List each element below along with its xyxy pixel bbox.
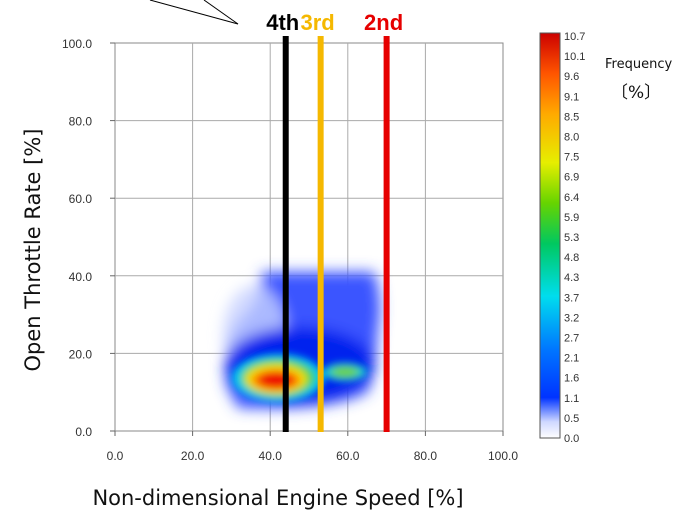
y-tick-label: 100.0 xyxy=(62,37,92,51)
x-tick-label: 20.0 xyxy=(181,449,205,463)
colorbar-tick-label: 9.6 xyxy=(564,71,579,83)
pointer-line-1 xyxy=(149,0,239,25)
y-tick-label: 40.0 xyxy=(69,270,93,284)
colorbar-tick-label: 5.9 xyxy=(564,212,579,224)
x-tick-label: 0.0 xyxy=(107,449,124,463)
colorbar-tick-label: 4.3 xyxy=(564,272,579,284)
y-tick-label: 20.0 xyxy=(69,347,93,361)
colorbar-tick-label: 10.1 xyxy=(564,51,585,63)
x-tick-label: 100.0 xyxy=(488,449,518,463)
x-tick-labels: 0.0 20.0 40.0 60.0 80.0 100.0 xyxy=(107,449,519,463)
x-tick-label: 80.0 xyxy=(414,449,438,463)
x-axis-label: Non-dimensional Engine Speed [%] xyxy=(92,486,463,510)
y-tick-label: 80.0 xyxy=(69,115,93,129)
colorbar-tick-label: 10.7 xyxy=(564,31,585,43)
gear-labels: 4th 3rd 2nd xyxy=(266,10,403,35)
colorbar-tick-label: 0.0 xyxy=(564,433,579,445)
colorbar-tick-label: 3.2 xyxy=(564,312,579,324)
colorbar-tick-label: 1.6 xyxy=(564,373,579,385)
colorbar-tick-label: 3.7 xyxy=(564,292,579,304)
y-tick-labels: 0.0 20.0 40.0 60.0 80.0 100.0 xyxy=(62,37,92,439)
colorbar xyxy=(539,32,561,439)
colorbar-tick-label: 2.7 xyxy=(564,333,579,345)
colorbar-tick-label: 9.1 xyxy=(564,91,579,103)
heat-field xyxy=(223,272,381,409)
colorbar-tick-label: 8.5 xyxy=(564,111,579,123)
y-tick-label: 0.0 xyxy=(75,425,92,439)
gear-label-2nd: 2nd xyxy=(364,10,403,35)
colorbar-title: Frequency xyxy=(605,57,672,72)
y-axis-label: Open Throttle Rate [%] xyxy=(21,129,45,372)
x-tick-label: 40.0 xyxy=(259,449,283,463)
gear-lines xyxy=(282,36,390,432)
colorbar-tick-label: 8.0 xyxy=(564,132,579,144)
colorbar-tick-label: 4.8 xyxy=(564,252,579,264)
colorbar-tick-label: 6.9 xyxy=(564,172,579,184)
colorbar-unit: 〔%〕 xyxy=(611,83,661,103)
colorbar-tick-label: 7.5 xyxy=(564,152,579,164)
heat-region-green-right xyxy=(331,367,359,377)
colorbar-tick-label: 5.3 xyxy=(564,232,579,244)
gear-label-4th: 4th xyxy=(266,10,299,35)
colorbar-tick-label: 0.5 xyxy=(564,413,579,425)
colorbar-tick-label: 2.1 xyxy=(564,353,579,365)
y-tick-label: 60.0 xyxy=(69,192,93,206)
gear-label-3rd: 3rd xyxy=(301,10,335,35)
colorbar-tick-label: 6.4 xyxy=(564,192,579,204)
x-tick-label: 60.0 xyxy=(336,449,360,463)
pointer-line-2 xyxy=(203,0,239,25)
colorbar-tick-label: 1.1 xyxy=(564,393,579,405)
colorbar-tick-labels: 10.7 10.1 9.6 9.1 8.5 8.0 7.5 6.9 6.4 5.9 5.3 4.8 4.… xyxy=(564,31,585,445)
